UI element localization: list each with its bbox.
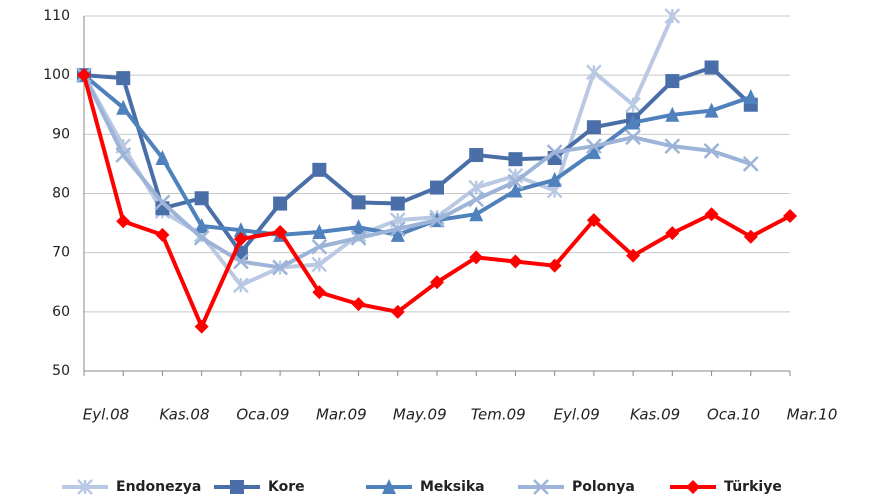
point bbox=[193, 229, 210, 246]
point bbox=[508, 182, 523, 198]
point bbox=[508, 152, 523, 167]
point bbox=[233, 277, 249, 294]
legend-label: Polonya bbox=[572, 479, 635, 495]
point bbox=[272, 259, 288, 276]
point bbox=[351, 297, 366, 312]
point bbox=[586, 64, 602, 81]
point bbox=[429, 212, 445, 229]
legend-label: Endonezya bbox=[116, 479, 201, 495]
point bbox=[743, 229, 758, 244]
point bbox=[273, 196, 288, 211]
point bbox=[155, 227, 170, 242]
point bbox=[586, 213, 601, 228]
point bbox=[626, 114, 641, 130]
point bbox=[547, 258, 562, 273]
legend-marker bbox=[230, 480, 244, 494]
legend-marker bbox=[686, 480, 700, 494]
legend-marker bbox=[533, 479, 549, 495]
point bbox=[115, 147, 132, 163]
point bbox=[703, 143, 720, 159]
point bbox=[547, 171, 562, 187]
point bbox=[507, 173, 524, 190]
x-tick-label: Kas.08 bbox=[159, 406, 209, 424]
legend-marker bbox=[382, 479, 396, 494]
point bbox=[430, 275, 444, 290]
point bbox=[665, 226, 680, 241]
y-tick-label: 100 bbox=[43, 67, 70, 83]
point bbox=[586, 138, 602, 155]
point bbox=[665, 74, 680, 89]
point bbox=[430, 180, 444, 195]
point bbox=[468, 179, 485, 196]
y-tick-label: 70 bbox=[52, 245, 70, 261]
x-tick-label: May.09 bbox=[393, 406, 447, 424]
point bbox=[664, 8, 681, 24]
point bbox=[469, 250, 484, 265]
point bbox=[155, 150, 170, 165]
point bbox=[351, 219, 366, 235]
y-tick-label: 50 bbox=[52, 363, 70, 379]
x-tick-label: Eyl.08 bbox=[83, 406, 129, 424]
point bbox=[351, 195, 366, 210]
point bbox=[626, 248, 641, 263]
point bbox=[390, 196, 405, 211]
point bbox=[586, 120, 601, 135]
point bbox=[390, 226, 405, 242]
point bbox=[154, 194, 171, 211]
point bbox=[311, 238, 328, 255]
point bbox=[469, 148, 484, 163]
point bbox=[312, 285, 327, 300]
point bbox=[783, 208, 797, 223]
point bbox=[312, 162, 327, 177]
point bbox=[194, 218, 209, 234]
point bbox=[350, 229, 367, 246]
point bbox=[116, 71, 131, 86]
point bbox=[664, 138, 681, 155]
point bbox=[586, 144, 601, 160]
point bbox=[273, 224, 288, 239]
point bbox=[704, 60, 719, 75]
point bbox=[625, 96, 641, 113]
x-tick-label: Eyl.09 bbox=[553, 406, 599, 424]
point bbox=[311, 256, 328, 273]
y-tick-label: 60 bbox=[52, 304, 70, 320]
x-tick-label: Oca.09 bbox=[236, 406, 289, 424]
point bbox=[704, 102, 719, 118]
y-tick-label: 90 bbox=[52, 126, 70, 142]
legend-label: Türkiye bbox=[724, 479, 782, 495]
point bbox=[508, 254, 523, 269]
series-line bbox=[82, 73, 752, 237]
point bbox=[742, 156, 759, 172]
point bbox=[665, 106, 680, 122]
point bbox=[469, 206, 484, 222]
point bbox=[468, 191, 485, 208]
y-tick-label: 80 bbox=[52, 186, 70, 202]
x-tick-label: Oca.10 bbox=[707, 406, 760, 424]
point bbox=[390, 304, 405, 319]
y-tick-label: 110 bbox=[43, 8, 70, 24]
point bbox=[194, 319, 209, 334]
point bbox=[233, 222, 248, 238]
x-tick-label: Mar.10 bbox=[787, 406, 838, 424]
point bbox=[389, 221, 406, 237]
point bbox=[77, 68, 91, 83]
point bbox=[233, 253, 249, 270]
point bbox=[116, 99, 131, 115]
legend-label: Kore bbox=[268, 479, 305, 495]
point bbox=[194, 191, 209, 206]
x-tick-label: Mar.09 bbox=[316, 406, 367, 424]
legend-marker bbox=[77, 479, 93, 495]
x-tick-label: Kas.09 bbox=[630, 406, 680, 424]
point bbox=[546, 144, 563, 160]
point bbox=[116, 214, 131, 229]
point bbox=[743, 89, 758, 105]
legend-label: Meksika bbox=[420, 479, 485, 495]
point bbox=[625, 129, 641, 146]
x-tick-label: Tem.09 bbox=[471, 406, 526, 424]
point bbox=[233, 232, 248, 247]
point bbox=[312, 223, 327, 239]
point bbox=[704, 207, 719, 222]
series-line bbox=[82, 15, 675, 288]
